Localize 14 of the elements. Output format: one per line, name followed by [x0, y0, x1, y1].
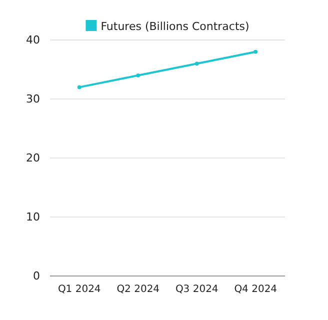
y-tick-label: 10 — [26, 210, 40, 224]
y-tick-label: 0 — [33, 270, 40, 283]
y-tick-label: 40 — [26, 34, 40, 47]
y-tick-label: 20 — [26, 152, 40, 165]
point — [136, 73, 140, 78]
legend-label: Futures (Billions Contracts) — [100, 20, 250, 33]
y-tick-label: 30 — [26, 92, 40, 106]
point — [194, 62, 199, 66]
x-tick-label: Q4 2024 — [234, 284, 278, 296]
point — [254, 50, 258, 54]
point — [77, 85, 82, 90]
x-tick-label: Q3 2024 — [175, 284, 218, 296]
x-tick-label: Q2 2024 — [116, 284, 160, 296]
x-tick-label: Q1 2024 — [58, 284, 101, 296]
